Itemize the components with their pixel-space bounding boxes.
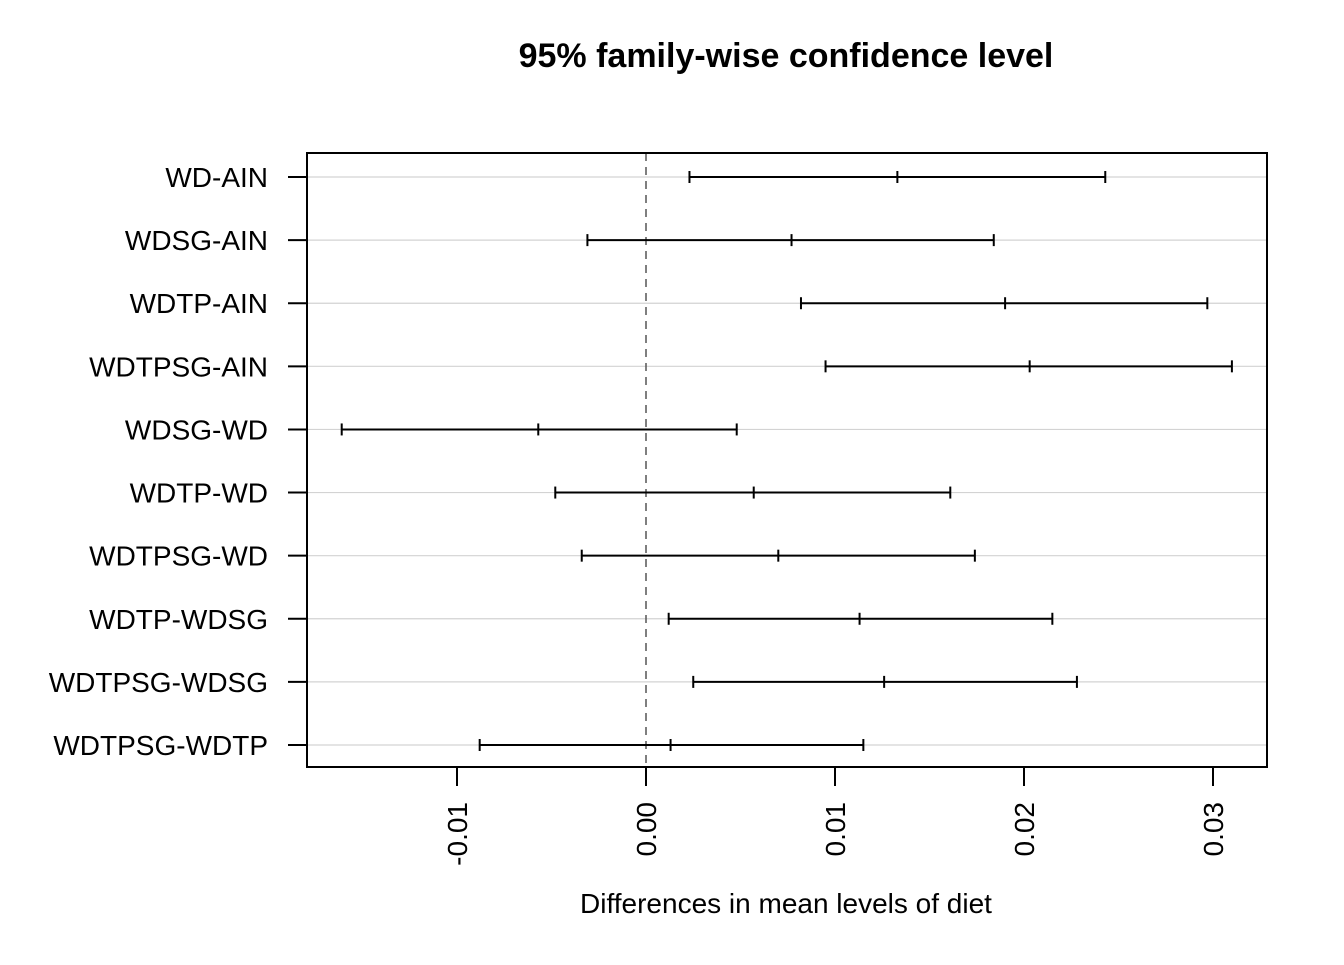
category-label: WDTPSG-WDTP — [53, 730, 268, 761]
category-label: WDTPSG-AIN — [89, 351, 268, 382]
category-label: WDTPSG-WD — [89, 541, 268, 572]
category-label: WDTP-WDSG — [89, 604, 268, 635]
category-label: WDTP-WD — [130, 478, 268, 509]
y-axis: WD-AIN WDSG-AIN WDTP-AIN WDTPSG-AIN WDSG-WD W… — [49, 162, 307, 761]
chart-title: 95% family-wise confidence level — [519, 37, 1054, 75]
interval-wdtpsg-wd — [580, 549, 976, 562]
x-tick-label: 0.03 — [1198, 802, 1229, 857]
interval-wdtpsg-ain — [824, 360, 1233, 373]
grid-lines — [307, 176, 1267, 746]
category-label: WDTP-AIN — [130, 288, 268, 319]
x-tick-label: -0.01 — [442, 802, 473, 866]
interval-wdsg-ain — [586, 234, 995, 247]
confidence-intervals — [340, 171, 1233, 751]
category-label: WDSG-AIN — [125, 225, 268, 256]
interval-wdtpsg-wdtp — [478, 739, 865, 751]
x-tick-label: 0.01 — [820, 802, 851, 857]
x-tick-label: 0.00 — [631, 802, 662, 857]
interval-wdtp-wdsg — [667, 612, 1054, 625]
interval-wdtp-ain — [799, 297, 1209, 310]
category-label: WDTPSG-WDSG — [49, 667, 268, 698]
x-axis-label: Differences in mean levels of diet — [580, 888, 992, 919]
x-tick-label: 0.02 — [1009, 802, 1040, 857]
plot-frame — [306, 152, 1268, 768]
x-axis: -0.01 0.00 0.01 0.02 0.03 — [442, 766, 1229, 866]
interval-wdsg-wd — [340, 423, 738, 436]
category-label: WDSG-WD — [125, 414, 268, 445]
interval-wdtpsg-wdsg — [692, 675, 1078, 688]
interval-wd-ain — [688, 171, 1107, 183]
interval-wdtp-wd — [554, 486, 952, 499]
category-label: WD-AIN — [165, 162, 268, 193]
